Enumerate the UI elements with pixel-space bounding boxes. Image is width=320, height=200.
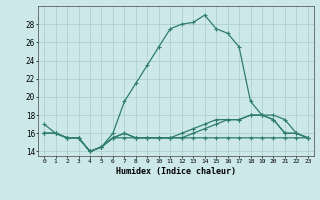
X-axis label: Humidex (Indice chaleur): Humidex (Indice chaleur) xyxy=(116,167,236,176)
